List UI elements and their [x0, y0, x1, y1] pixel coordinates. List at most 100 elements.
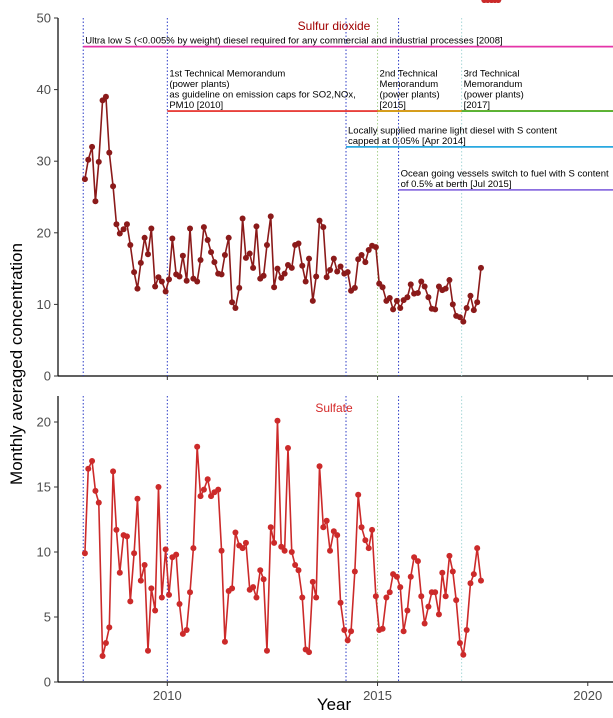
- annotation-text: (power plants): [464, 90, 524, 101]
- data-point: [390, 306, 397, 313]
- data-point: [309, 578, 316, 585]
- data-point: [299, 262, 306, 269]
- data-point: [425, 294, 432, 301]
- data-point: [383, 594, 390, 601]
- data-point: [141, 234, 148, 241]
- data-point: [166, 591, 172, 598]
- data-point: [183, 627, 190, 633]
- data-point: [365, 246, 372, 253]
- data-point: [313, 273, 320, 280]
- data-point: [421, 620, 428, 627]
- data-point: [386, 589, 393, 596]
- data-point: [250, 264, 257, 271]
- y-tick-label: 30: [37, 154, 51, 169]
- data-point: [288, 264, 295, 271]
- data-point: [242, 539, 249, 546]
- data-point: [232, 304, 239, 311]
- data-point: [89, 143, 96, 150]
- data-point: [351, 284, 358, 291]
- data-point: [271, 539, 278, 546]
- data-point: [295, 240, 302, 247]
- data-point: [379, 625, 386, 632]
- annotation-text: Memorandum: [464, 79, 523, 90]
- data-point: [418, 593, 425, 600]
- data-point: [432, 306, 439, 313]
- data-point: [131, 550, 138, 557]
- data-point: [467, 292, 474, 299]
- data-point: [89, 458, 96, 464]
- data-point: [372, 244, 379, 251]
- data-point: [470, 571, 477, 578]
- data-point: [281, 270, 288, 277]
- y-axis-title: Monthly averaged concentration: [7, 243, 26, 485]
- data-point: [407, 573, 414, 580]
- data-point: [463, 627, 470, 633]
- data-point: [106, 149, 113, 156]
- data-point: [284, 445, 291, 451]
- x-tick-label: 2020: [573, 688, 602, 703]
- data-point: [407, 281, 414, 288]
- data-point: [393, 297, 400, 304]
- data-point: [127, 598, 134, 605]
- y-tick-label: 40: [37, 82, 51, 97]
- data-point: [137, 259, 144, 266]
- data-point: [152, 283, 159, 290]
- x-axis-title: Year: [317, 695, 352, 714]
- data-point: [453, 597, 460, 604]
- data-point: [362, 537, 369, 544]
- data-point: [260, 576, 267, 583]
- data-point: [95, 499, 102, 506]
- data-point: [414, 558, 421, 565]
- data-point: [400, 628, 407, 635]
- data-point: [137, 577, 144, 584]
- data-point: [200, 224, 207, 231]
- data-point: [495, 0, 502, 3]
- data-point: [404, 607, 411, 614]
- data-point: [232, 529, 239, 536]
- data-point: [242, 254, 249, 261]
- data-point: [187, 225, 194, 232]
- data-point: [158, 278, 165, 285]
- data-point: [110, 183, 117, 190]
- data-point: [467, 580, 474, 587]
- series-line: [84, 419, 482, 657]
- data-point: [176, 273, 183, 280]
- data-point: [116, 569, 123, 576]
- data-point: [106, 624, 113, 631]
- x-tick-label: 2015: [363, 688, 392, 703]
- annotation-text: (power plants): [169, 79, 229, 90]
- data-point: [110, 468, 117, 475]
- data-point: [316, 217, 323, 224]
- data-point: [92, 198, 99, 205]
- y-tick-label: 20: [37, 225, 51, 240]
- data-point: [456, 314, 463, 321]
- y-tick-label: 20: [37, 415, 51, 430]
- data-point: [197, 493, 204, 500]
- annotation-text: [2017]: [464, 100, 490, 111]
- data-point: [176, 601, 183, 607]
- data-point: [123, 221, 130, 228]
- data-point: [397, 584, 404, 591]
- data-point: [194, 278, 201, 285]
- annotation-text: Ocean going vessels switch to fuel with …: [401, 168, 609, 179]
- data-point: [295, 567, 302, 574]
- data-point: [169, 235, 176, 242]
- data-point: [271, 284, 278, 291]
- data-point: [358, 524, 365, 531]
- data-point: [442, 285, 449, 292]
- data-point: [263, 647, 270, 654]
- data-point: [355, 491, 362, 498]
- data-point: [323, 517, 330, 524]
- data-point: [215, 486, 222, 493]
- data-point: [134, 285, 141, 292]
- annotation-text: 1st Technical Memorandum: [169, 69, 285, 80]
- data-point: [131, 269, 138, 276]
- panel-title: Sulfate: [315, 401, 353, 415]
- annotation-text: capped at 0.05% [Apr 2014]: [348, 136, 466, 147]
- x-tick-label: 2010: [153, 688, 182, 703]
- data-point: [320, 224, 327, 231]
- data-point: [236, 284, 243, 291]
- data-point: [208, 493, 215, 500]
- data-point: [113, 221, 120, 228]
- data-point: [173, 551, 180, 558]
